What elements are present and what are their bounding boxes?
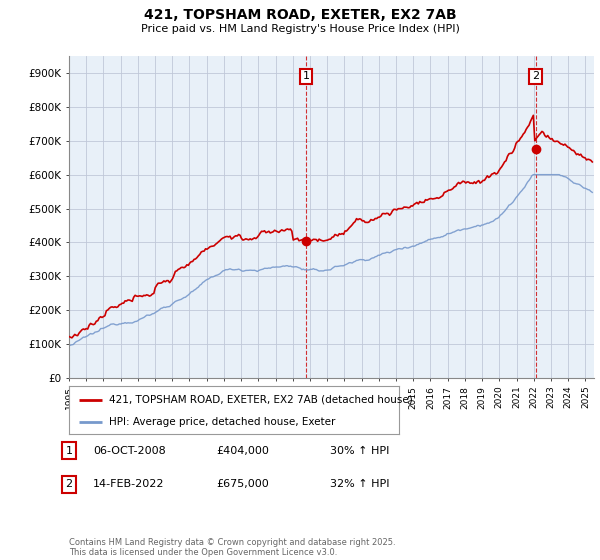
Text: 2: 2 bbox=[532, 71, 539, 81]
Text: 421, TOPSHAM ROAD, EXETER, EX2 7AB (detached house): 421, TOPSHAM ROAD, EXETER, EX2 7AB (deta… bbox=[109, 395, 412, 405]
Text: 30% ↑ HPI: 30% ↑ HPI bbox=[330, 446, 389, 456]
Text: £675,000: £675,000 bbox=[216, 479, 269, 489]
Text: HPI: Average price, detached house, Exeter: HPI: Average price, detached house, Exet… bbox=[109, 417, 335, 427]
Text: 32% ↑ HPI: 32% ↑ HPI bbox=[330, 479, 389, 489]
Text: 421, TOPSHAM ROAD, EXETER, EX2 7AB: 421, TOPSHAM ROAD, EXETER, EX2 7AB bbox=[143, 8, 457, 22]
Text: 06-OCT-2008: 06-OCT-2008 bbox=[93, 446, 166, 456]
Text: 1: 1 bbox=[302, 71, 310, 81]
Text: £404,000: £404,000 bbox=[216, 446, 269, 456]
Text: Price paid vs. HM Land Registry's House Price Index (HPI): Price paid vs. HM Land Registry's House … bbox=[140, 24, 460, 34]
Text: 2: 2 bbox=[65, 479, 73, 489]
Text: 1: 1 bbox=[65, 446, 73, 456]
Text: Contains HM Land Registry data © Crown copyright and database right 2025.
This d: Contains HM Land Registry data © Crown c… bbox=[69, 538, 395, 557]
Text: 14-FEB-2022: 14-FEB-2022 bbox=[93, 479, 164, 489]
